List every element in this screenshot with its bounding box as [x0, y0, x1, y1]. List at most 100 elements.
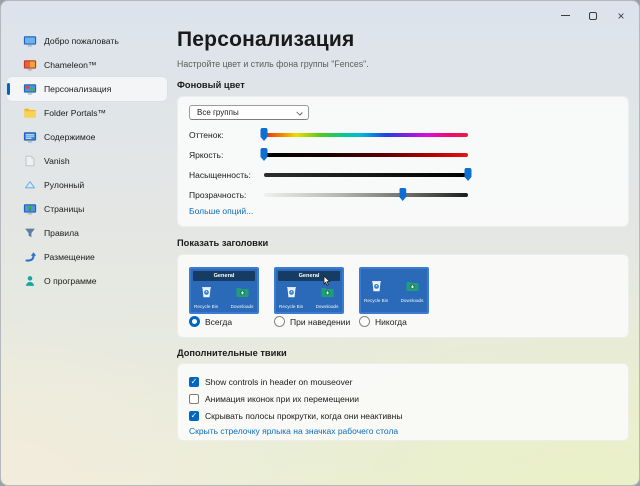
checkbox-icon[interactable]: ✓: [189, 410, 199, 421]
sidebar-item-label: Chameleon™: [44, 60, 97, 70]
sidebar-item-label: Правила: [44, 228, 79, 238]
group-select[interactable]: Все группы: [189, 105, 309, 120]
preview-icon-label: Downloads: [230, 304, 254, 310]
sidebar-item-label: Vanish: [44, 156, 70, 166]
radio-label: Всегда: [205, 316, 233, 327]
brightness-slider-track[interactable]: [260, 148, 468, 161]
sidebar: Добро пожаловать Chameleon™ Персонализац…: [1, 29, 173, 293]
content-monitor-icon: [23, 132, 37, 143]
preview-icon-label: Recycle Bin: [194, 304, 219, 310]
sidebar-item-rules[interactable]: Правила: [7, 221, 167, 245]
rules-funnel-icon: [25, 228, 35, 238]
downloads-folder-icon: [321, 288, 333, 297]
preview-fence-header: General: [193, 271, 255, 281]
sidebar-item-pages[interactable]: Страницы: [7, 197, 167, 221]
saturation-slider-label: Насыщенность:: [189, 170, 251, 180]
sidebar-item-vanish[interactable]: Vanish: [7, 149, 167, 173]
chameleon-monitor-icon: [23, 60, 37, 71]
close-icon[interactable]: ×: [617, 8, 625, 23]
sidebar-item-label: Размещение: [44, 252, 95, 262]
chevron-down-icon: [296, 109, 303, 116]
pages-monitor-icon: [23, 204, 37, 215]
radio-label: При наведении: [290, 316, 351, 327]
tweaks-card: ✓ Show controls in header on mouseover ✓…: [177, 363, 629, 441]
sidebar-item-folder-portals[interactable]: Folder Portals™: [7, 101, 167, 125]
rollup-triangle-icon: [24, 181, 36, 189]
sidebar-item-content[interactable]: Содержимое: [7, 125, 167, 149]
transparency-slider-label: Прозрачность:: [189, 190, 247, 200]
radio-label: Никогда: [375, 316, 407, 327]
window-controls: ×: [551, 6, 635, 25]
background-color-card: Все группы Оттенок: Яркость: Насыщенност…: [177, 96, 629, 227]
page-subtitle: Настройте цвет и стиль фона группы "Fenc…: [177, 59, 369, 69]
checkbox-label: Show controls in header on mouseover: [205, 376, 353, 387]
radio-never[interactable]: Никогда: [359, 316, 407, 327]
section-label-background-color: Фоновый цвет: [177, 80, 245, 90]
placement-arrow-icon: [25, 252, 37, 262]
preview-never[interactable]: Recycle Bin Downloads: [359, 267, 429, 314]
preview-always[interactable]: General Recycle Bin Downloads: [189, 267, 259, 314]
preview-icon-label: Recycle Bin: [364, 298, 389, 304]
maximize-icon[interactable]: [579, 6, 607, 25]
more-options-link[interactable]: Больше опций...: [189, 206, 254, 216]
vanish-page-icon: [25, 155, 35, 167]
folder-icon: [24, 108, 36, 118]
transparency-slider-thumb[interactable]: [399, 188, 407, 201]
section-label-tweaks: Дополнительные твики: [177, 348, 287, 358]
preview-icon-label: Downloads: [315, 304, 339, 310]
radio-always[interactable]: Всегда: [189, 316, 232, 327]
sidebar-item-label: Страницы: [44, 204, 85, 214]
personalization-monitor-icon: [23, 84, 37, 95]
sidebar-item-label: Рулонный: [44, 180, 85, 190]
saturation-slider-thumb[interactable]: [464, 168, 472, 181]
radio-icon[interactable]: [189, 316, 200, 327]
radio-on-hover[interactable]: При наведении: [274, 316, 350, 327]
sidebar-item-label: Персонализация: [44, 84, 112, 94]
preview-icon-label: Recycle Bin: [279, 304, 304, 310]
checkbox-icon[interactable]: ✓: [189, 393, 199, 404]
mouse-cursor-icon: [323, 275, 331, 286]
preview-icon-label: Downloads: [400, 298, 424, 304]
sidebar-item-welcome[interactable]: Добро пожаловать: [7, 29, 167, 53]
recycle-bin-icon: [371, 281, 381, 292]
sidebar-item-personalization[interactable]: Персонализация: [7, 77, 167, 101]
sidebar-item-placement[interactable]: Размещение: [7, 245, 167, 269]
checkbox-show-controls[interactable]: ✓ Show controls in header on mouseover: [189, 376, 352, 387]
brightness-slider-thumb[interactable]: [260, 148, 268, 161]
hide-shortcut-arrow-link[interactable]: Скрыть стрелочку ярлыка на значках рабоч…: [189, 426, 399, 436]
minimize-icon[interactable]: [551, 6, 579, 25]
saturation-slider-track[interactable]: [264, 168, 472, 181]
show-titles-card: General Recycle Bin Downloads General: [177, 254, 629, 338]
sidebar-item-label: Содержимое: [44, 132, 96, 142]
radio-icon[interactable]: [274, 316, 285, 327]
checkbox-label: Анимация иконок при их перемещении: [205, 393, 360, 404]
transparency-slider-track[interactable]: [264, 188, 468, 201]
recycle-bin-icon: [286, 287, 296, 298]
sidebar-item-rollup[interactable]: Рулонный: [7, 173, 167, 197]
recycle-bin-icon: [201, 287, 211, 298]
about-person-icon: [25, 276, 35, 286]
hue-slider-track[interactable]: [260, 128, 468, 141]
sidebar-item-label: Добро пожаловать: [44, 36, 119, 46]
hue-slider-label: Оттенок:: [189, 130, 224, 140]
sidebar-item-chameleon[interactable]: Chameleon™: [7, 53, 167, 77]
checkbox-label: Скрывать полосы прокрутки, когда они неа…: [205, 410, 403, 421]
sidebar-item-label: Folder Portals™: [44, 108, 107, 118]
preview-fence-header: General: [278, 271, 340, 281]
sidebar-item-label: О программе: [44, 276, 97, 286]
brightness-slider-label: Яркость:: [189, 150, 224, 160]
checkbox-animate-icons[interactable]: ✓ Анимация иконок при их перемещении: [189, 393, 359, 404]
page-title: Персонализация: [177, 28, 355, 51]
radio-icon[interactable]: [359, 316, 370, 327]
section-label-show-titles: Показать заголовки: [177, 238, 269, 248]
preview-on-hover[interactable]: General Recycle Bin Downloads: [274, 267, 344, 314]
welcome-monitor-icon: [23, 36, 37, 47]
checkbox-hide-scrollbars[interactable]: ✓ Скрывать полосы прокрутки, когда они н…: [189, 410, 403, 421]
hue-slider-thumb[interactable]: [260, 128, 268, 141]
group-select-value: Все группы: [197, 108, 239, 117]
checkbox-icon[interactable]: ✓: [189, 376, 199, 387]
downloads-folder-icon: [406, 282, 418, 291]
sidebar-item-about[interactable]: О программе: [7, 269, 167, 293]
downloads-folder-icon: [236, 288, 248, 297]
